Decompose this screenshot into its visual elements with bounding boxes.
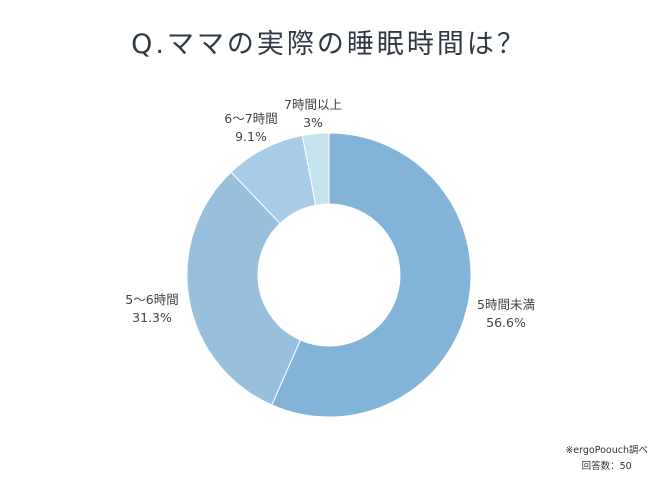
source-note: ※ergoPoouch調べ 回答数：50 — [565, 443, 648, 475]
slice-value-label: 56.6% — [486, 315, 526, 330]
slice-category-label: 6～7時間 — [224, 111, 278, 126]
donut-slice-4 — [301, 132, 330, 206]
slice-label-under-5h: 5時間未満 56.6% — [477, 296, 535, 332]
slice-label-5-6h: 5～6時間 31.3% — [125, 291, 178, 327]
slice-value-label: 31.3% — [132, 310, 172, 325]
slice-category-label: 5時間未満 — [477, 297, 535, 312]
respondents-text: 回答数：50 — [581, 461, 632, 472]
source-text: ※ergoPoouch調べ — [565, 445, 648, 456]
slice-value-label: 9.1% — [235, 129, 267, 144]
slice-category-label: 7時間以上 — [284, 97, 342, 112]
slice-label-over-7h: 7時間以上 3% — [284, 96, 342, 132]
donut-slice-1 — [271, 132, 472, 418]
chart-title: Q.ママの実際の睡眠時間は？ — [131, 29, 527, 60]
slice-category-label: 5～6時間 — [125, 292, 179, 307]
slice-value-label: 3% — [303, 115, 323, 130]
donut-slice-2 — [186, 171, 302, 406]
slice-label-6-7h: 6～7時間 9.1% — [224, 110, 277, 146]
